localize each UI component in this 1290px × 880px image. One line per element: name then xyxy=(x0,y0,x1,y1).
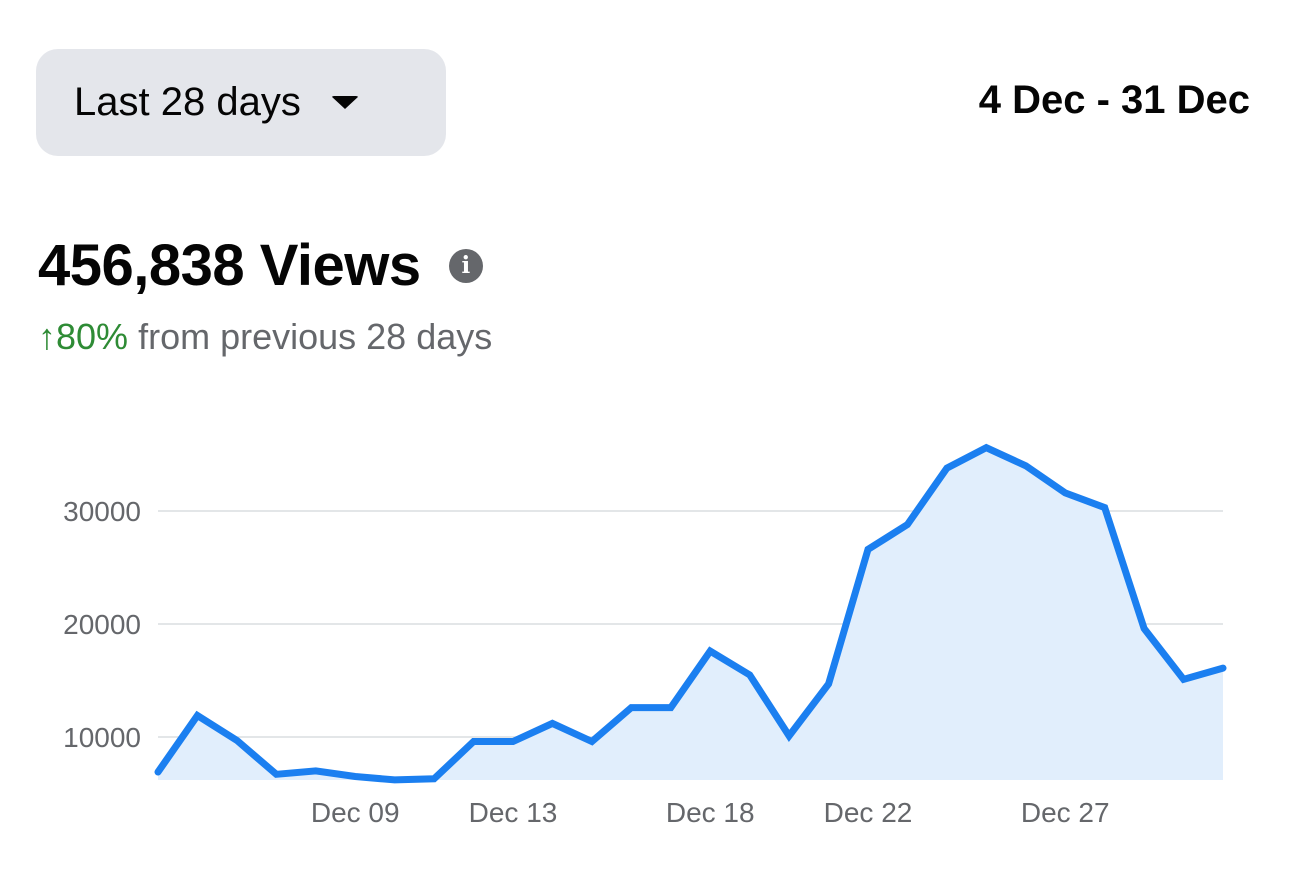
x-tick-label: Dec 18 xyxy=(666,797,755,828)
delta-description: from previous 28 days xyxy=(138,316,493,357)
chart-area-fill xyxy=(158,447,1223,780)
total-views: 456,838 Views i xyxy=(38,232,483,299)
y-tick-label: 20000 xyxy=(63,609,141,640)
date-range-text: 4 Dec - 31 Dec xyxy=(978,78,1250,122)
chart-line xyxy=(154,443,1227,784)
y-tick-label: 10000 xyxy=(63,722,141,753)
caret-down-icon xyxy=(330,96,359,109)
views-change: ↑80% from previous 28 days xyxy=(38,316,492,358)
y-axis-labels: 10000 20000 30000 xyxy=(63,496,141,753)
x-axis-labels: Dec 09 Dec 13 Dec 18 Dec 22 Dec 27 xyxy=(311,797,1110,828)
info-icon[interactable]: i xyxy=(448,248,483,283)
delta-value: 80% xyxy=(56,316,129,357)
date-range-dropdown-label: Last 28 days xyxy=(74,80,301,124)
x-tick-label: Dec 27 xyxy=(1021,797,1110,828)
y-tick-label: 30000 xyxy=(63,496,141,527)
x-tick-label: Dec 09 xyxy=(311,797,400,828)
x-tick-label: Dec 13 xyxy=(469,797,558,828)
date-range-dropdown[interactable]: Last 28 days xyxy=(36,49,446,156)
total-views-label: 456,838 Views xyxy=(38,233,421,298)
x-tick-label: Dec 22 xyxy=(824,797,913,828)
arrow-up-icon: ↑ xyxy=(38,316,56,357)
